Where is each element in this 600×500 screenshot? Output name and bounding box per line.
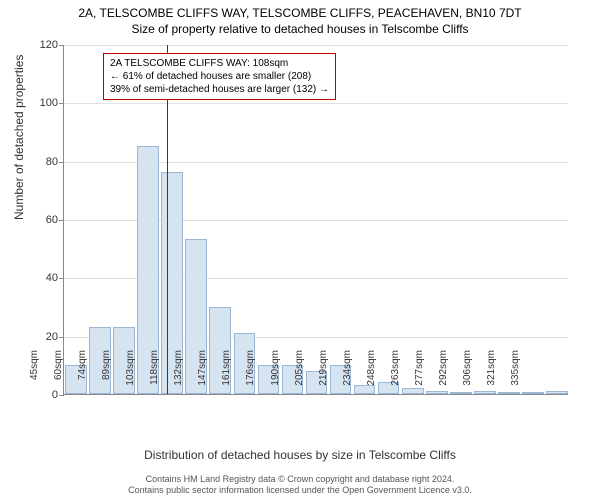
xtick-label: 118sqm — [149, 350, 160, 400]
ytick-label: 100 — [40, 97, 58, 109]
xtick-label: 219sqm — [318, 350, 329, 400]
histogram-bar — [546, 391, 568, 394]
xtick-label: 74sqm — [77, 350, 88, 400]
xtick-label: 335sqm — [510, 350, 521, 400]
xtick-label: 248sqm — [366, 350, 377, 400]
xtick-label: 205sqm — [294, 350, 305, 400]
xtick-label: 45sqm — [29, 350, 40, 400]
annotation-line3: 39% of semi-detached houses are larger (… — [110, 83, 329, 96]
xtick-label: 176sqm — [245, 350, 256, 400]
xtick-label: 60sqm — [53, 350, 64, 400]
xtick-label: 147sqm — [197, 350, 208, 400]
xtick-label: 190sqm — [270, 350, 281, 400]
chart-area: 2A TELSCOMBE CLIFFS WAY: 108sqm ← 61% of… — [63, 45, 568, 395]
xtick-label: 306sqm — [462, 350, 473, 400]
xtick-label: 234sqm — [342, 350, 353, 400]
ytick-label: 120 — [40, 39, 58, 51]
annotation-box: 2A TELSCOMBE CLIFFS WAY: 108sqm ← 61% of… — [103, 53, 336, 100]
xtick-label: 103sqm — [125, 350, 136, 400]
xtick-label: 321sqm — [486, 350, 497, 400]
annotation-line1: 2A TELSCOMBE CLIFFS WAY: 108sqm — [110, 57, 329, 70]
ytick-label: 20 — [46, 331, 58, 343]
xtick-label: 132sqm — [173, 350, 184, 400]
xtick-label: 277sqm — [414, 350, 425, 400]
footer-line1: Contains HM Land Registry data © Crown c… — [0, 474, 600, 485]
x-axis-label: Distribution of detached houses by size … — [0, 448, 600, 462]
y-axis-label: Number of detached properties — [12, 55, 26, 220]
chart-title-main: 2A, TELSCOMBE CLIFFS WAY, TELSCOMBE CLIF… — [0, 0, 600, 20]
ytick-label: 80 — [46, 156, 58, 168]
ytick-label: 60 — [46, 214, 58, 226]
xtick-label: 263sqm — [390, 350, 401, 400]
ytick-label: 40 — [46, 272, 58, 284]
annotation-line2: ← 61% of detached houses are smaller (20… — [110, 70, 329, 83]
xtick-label: 292sqm — [438, 350, 449, 400]
footer-attribution: Contains HM Land Registry data © Crown c… — [0, 474, 600, 496]
footer-line2: Contains public sector information licen… — [0, 485, 600, 496]
histogram-bar — [522, 392, 544, 394]
chart-title-sub: Size of property relative to detached ho… — [0, 20, 600, 36]
xtick-label: 161sqm — [221, 350, 232, 400]
xtick-label: 89sqm — [101, 350, 112, 400]
